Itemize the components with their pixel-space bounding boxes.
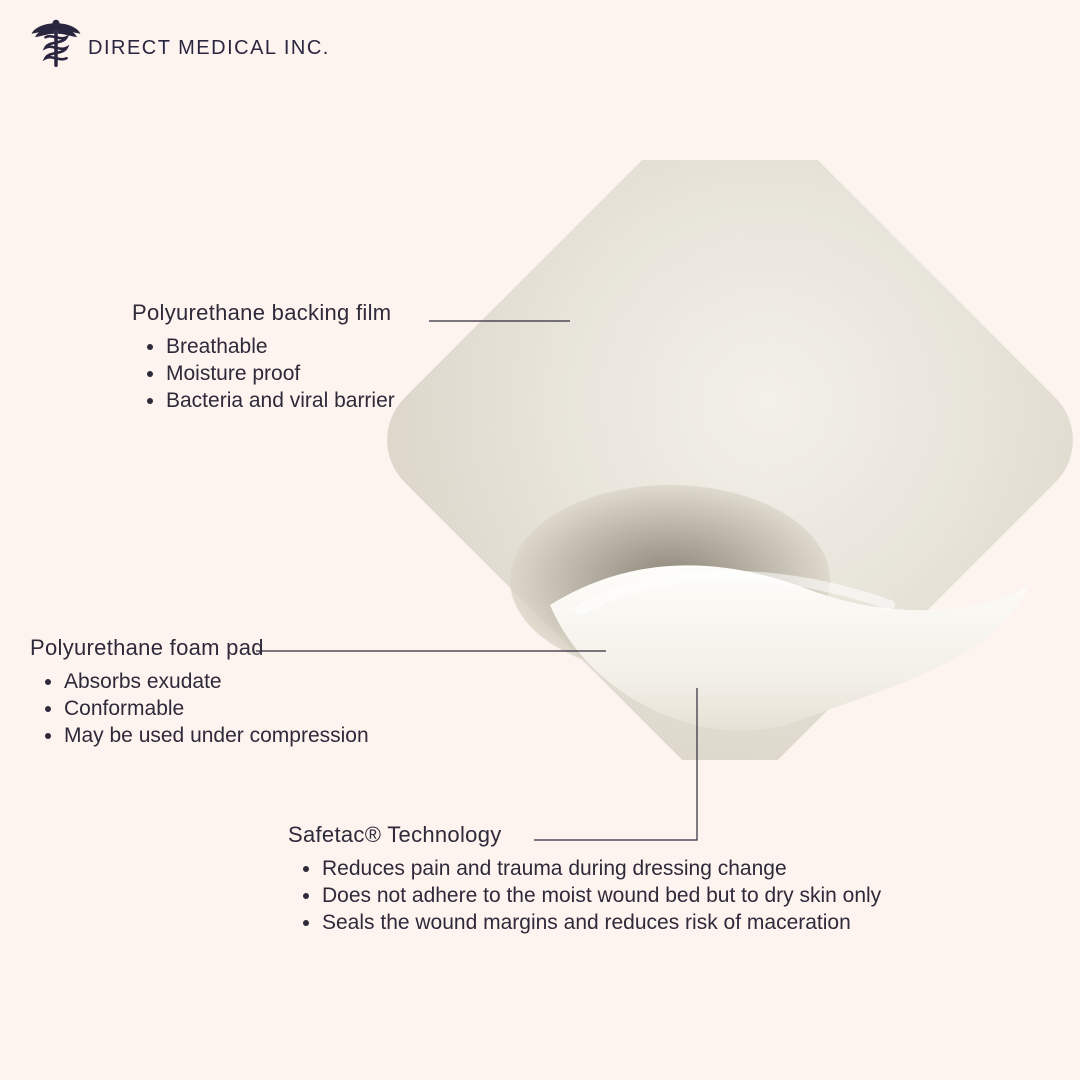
callout-backing-film: Polyurethane backing film Breathable Moi…	[132, 300, 395, 415]
callout-list: Reduces pain and trauma during dressing …	[288, 856, 881, 937]
brand-name: DIRECT MEDICAL INC.	[88, 37, 330, 60]
list-item: Reduces pain and trauma during dressing …	[322, 856, 881, 883]
callout-list: Breathable Moisture proof Bacteria and v…	[132, 334, 395, 415]
callout-title: Polyurethane backing film	[132, 300, 395, 326]
callout-title: Polyurethane foam pad	[30, 635, 369, 661]
product-illustration	[370, 160, 1080, 760]
list-item: Absorbs exudate	[64, 669, 369, 696]
list-item: Moisture proof	[166, 361, 395, 388]
list-item: Conformable	[64, 696, 369, 723]
caduceus-icon	[28, 18, 84, 79]
brand-block: DIRECT MEDICAL INC.	[28, 18, 330, 79]
list-item: Breathable	[166, 334, 395, 361]
list-item: Seals the wound margins and reduces risk…	[322, 910, 881, 937]
callout-title: Safetac® Technology	[288, 822, 881, 848]
callout-safetac: Safetac® Technology Reduces pain and tra…	[288, 822, 881, 937]
callout-foam-pad: Polyurethane foam pad Absorbs exudate Co…	[30, 635, 369, 750]
list-item: May be used under compression	[64, 723, 369, 750]
list-item: Does not adhere to the moist wound bed b…	[322, 883, 881, 910]
list-item: Bacteria and viral barrier	[166, 388, 395, 415]
callout-list: Absorbs exudate Conformable May be used …	[30, 669, 369, 750]
